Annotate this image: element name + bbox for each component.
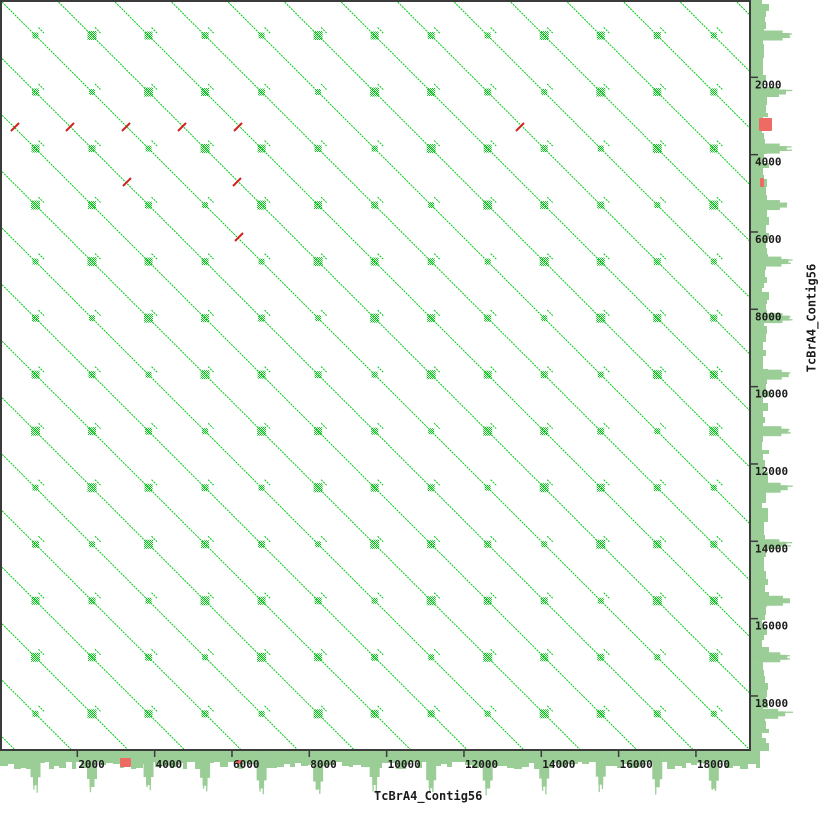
svg-text:4000: 4000 <box>755 156 782 169</box>
x-axis-title: TcBrA4_Contig56 <box>374 789 483 803</box>
svg-text:16000: 16000 <box>755 620 788 633</box>
svg-text:4000: 4000 <box>156 758 183 771</box>
svg-text:16000: 16000 <box>620 758 653 771</box>
svg-text:2000: 2000 <box>755 78 782 91</box>
svg-text:8000: 8000 <box>755 310 782 323</box>
svg-text:2000: 2000 <box>78 758 105 771</box>
svg-text:14000: 14000 <box>755 542 788 555</box>
svg-text:10000: 10000 <box>755 388 788 401</box>
svg-text:6000: 6000 <box>755 233 782 246</box>
svg-text:18000: 18000 <box>697 758 730 771</box>
svg-text:12000: 12000 <box>755 465 788 478</box>
svg-text:18000: 18000 <box>755 697 788 710</box>
svg-text:10000: 10000 <box>388 758 421 771</box>
svg-text:6000: 6000 <box>233 758 259 771</box>
y-axis-title: TcBrA4_Contig56 <box>804 263 819 373</box>
svg-text:8000: 8000 <box>310 758 337 771</box>
svg-text:12000: 12000 <box>465 758 498 771</box>
svg-text:14000: 14000 <box>542 758 575 771</box>
